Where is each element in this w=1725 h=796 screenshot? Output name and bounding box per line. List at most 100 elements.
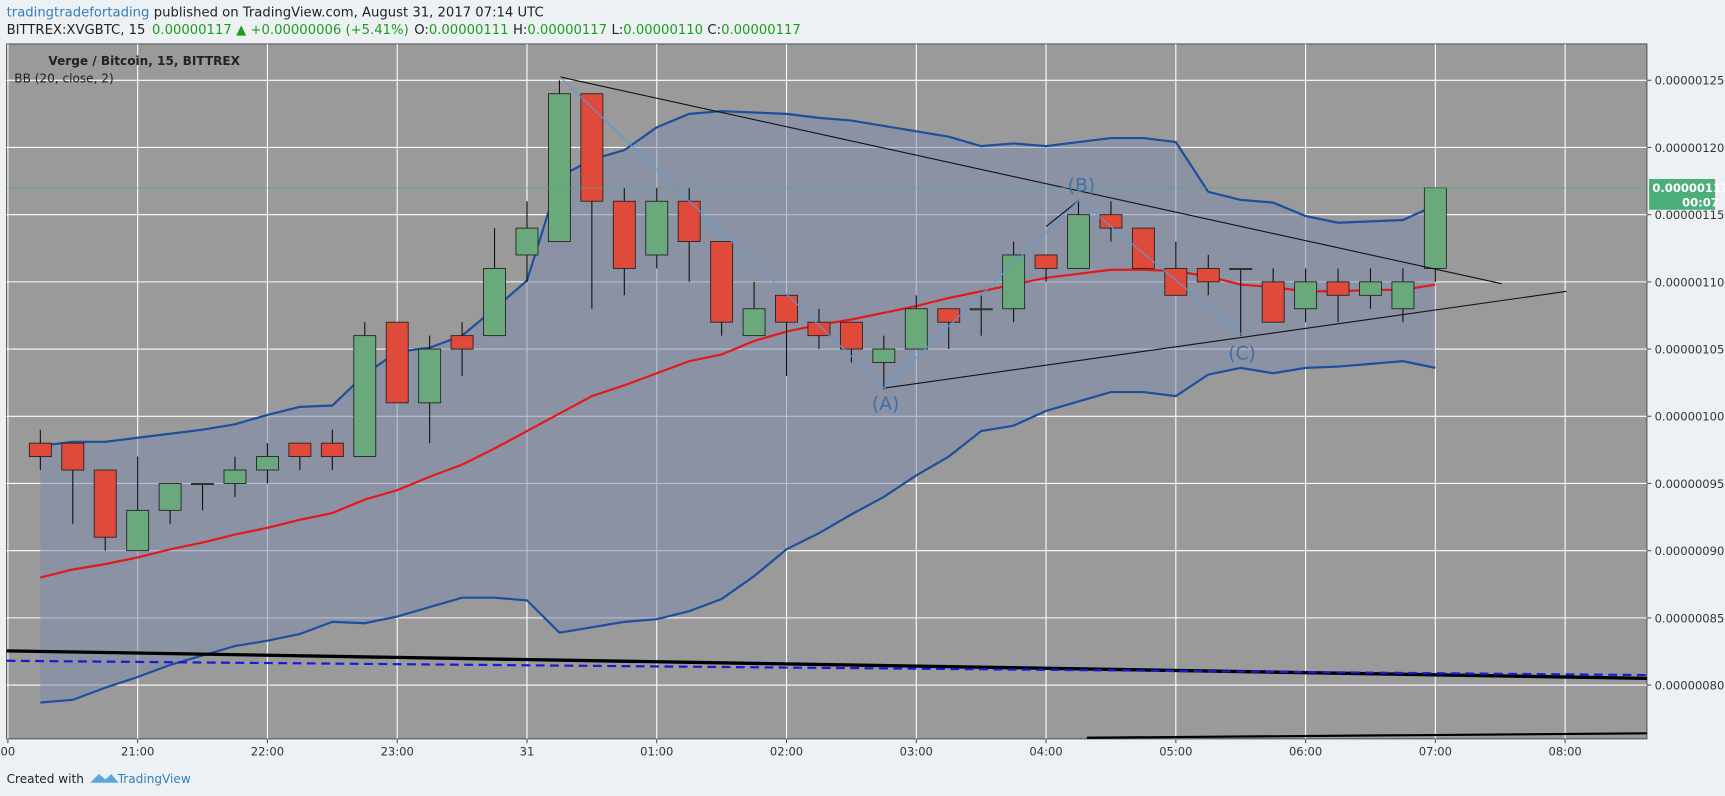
brand-logo xyxy=(90,774,119,783)
candle-body xyxy=(645,200,669,256)
o-label: O: xyxy=(414,23,429,38)
x-tick-label: 04:00 xyxy=(1029,744,1062,758)
candle-body xyxy=(93,469,117,538)
candle-body xyxy=(223,469,247,484)
x-tick-label: 05:00 xyxy=(1159,744,1192,758)
symbol: BITTREX:XVGBTC, 15 xyxy=(7,23,146,38)
x-tick-label: 08:00 xyxy=(1549,744,1582,758)
y-tick-label: 0.00000085 xyxy=(1655,611,1725,625)
candle-body xyxy=(580,93,604,202)
trend-line xyxy=(1086,732,1647,739)
candle-body xyxy=(904,308,928,350)
h-value: 0.00000117 xyxy=(527,23,607,38)
l-value: 0.00000110 xyxy=(623,23,703,38)
o-value: 0.00000111 xyxy=(429,23,509,38)
footer[interactable]: Created with TradingView xyxy=(7,772,191,786)
candles xyxy=(28,80,1447,552)
chart-title: Verge / Bitcoin, 15, BITTREX xyxy=(48,54,240,68)
band-line xyxy=(40,110,1436,447)
last-price-label: 0.00000117 xyxy=(1652,181,1725,195)
published: published on TradingView.com, August 31,… xyxy=(154,5,544,20)
wave-label: (B) xyxy=(1068,175,1095,196)
axes: 0.00000080 0.00000085 0.00000090 0.00000095… xyxy=(1,74,1725,759)
wave-label: (A) xyxy=(872,394,899,415)
x-tick-label: 01:00 xyxy=(640,744,673,758)
candle-body xyxy=(1294,281,1318,310)
header-line: tradingtradefortading published on Tradin… xyxy=(7,5,544,20)
candle-body xyxy=(677,200,701,242)
brand[interactable]: TradingView xyxy=(117,772,191,786)
candle-body xyxy=(1326,281,1350,296)
candle-body xyxy=(450,335,474,350)
x-tick-label: 22:00 xyxy=(251,744,284,758)
candle-body xyxy=(1131,227,1155,269)
x-tick-label: 23:00 xyxy=(381,744,414,758)
y-tick-label: 0.00000115 xyxy=(1655,208,1725,222)
candle-body xyxy=(255,456,279,471)
y-tick-label: 0.00000125 xyxy=(1655,74,1725,88)
change: ▲ +0.00000006 (+5.41%) xyxy=(236,23,409,38)
c-value: 0.00000117 xyxy=(721,23,801,38)
c-label: C: xyxy=(707,23,721,38)
x-tick-label: 31 xyxy=(520,744,535,758)
band-line xyxy=(40,360,1436,704)
wave-line xyxy=(559,76,1242,389)
indicator-label: BB (20, close, 2) xyxy=(14,71,113,85)
candle-body xyxy=(158,483,182,511)
candle-body xyxy=(969,308,993,311)
candle-body xyxy=(807,321,831,337)
candle-body xyxy=(61,442,85,471)
created-with: Created with xyxy=(7,772,84,786)
y-tick-label: 0.00000100 xyxy=(1655,410,1725,424)
candle-body xyxy=(320,442,344,458)
candle-body xyxy=(742,308,766,337)
candle-body xyxy=(775,294,798,323)
drawings: (A) (B) (C) xyxy=(6,76,1647,739)
countdown: 00:07 xyxy=(1682,195,1719,209)
y-tick-label: 0.00000120 xyxy=(1655,141,1725,155)
wave-label: (C) xyxy=(1228,344,1256,365)
trend-line xyxy=(884,290,1567,389)
candle-body xyxy=(1196,267,1220,283)
y-tick-label: 0.00000090 xyxy=(1655,544,1725,558)
candle-body xyxy=(385,321,409,404)
candle-body xyxy=(1099,214,1123,229)
y-tick-label: 0.00000080 xyxy=(1655,678,1725,692)
x-tick-label: 03:00 xyxy=(900,744,933,758)
candle-body xyxy=(1067,214,1090,269)
candle-body xyxy=(288,442,312,458)
l-label: L: xyxy=(611,23,623,38)
candle-body xyxy=(547,93,571,242)
candle-body xyxy=(515,227,539,256)
x-tick-label: 02:00 xyxy=(770,744,803,758)
candle-body xyxy=(1391,281,1415,310)
dashed-line xyxy=(6,659,1647,677)
y-tick-label: 0.00000110 xyxy=(1655,275,1725,289)
x-tick-label: 07:00 xyxy=(1419,744,1452,758)
candle-body xyxy=(1359,281,1382,296)
y-tick-label: 0.00000095 xyxy=(1655,477,1725,491)
candle-body xyxy=(353,335,377,458)
candle-body xyxy=(1229,267,1253,270)
h-label: H: xyxy=(513,23,527,38)
candle-body xyxy=(937,308,961,323)
last-price-box xyxy=(1649,178,1716,210)
last-price: 0.00000117 xyxy=(152,23,232,38)
candle-body xyxy=(126,509,150,552)
x-tick-label: 06:00 xyxy=(1289,744,1322,758)
candle-body xyxy=(1034,254,1058,269)
trend-line xyxy=(1045,199,1080,227)
x-tick-label: 21:00 xyxy=(121,744,154,758)
author[interactable]: tradingtradefortading xyxy=(7,5,150,20)
symbol-line: BITTREX:XVGBTC, 15 0.00000117 ▲ +0.0000000… xyxy=(7,23,801,38)
trend-line xyxy=(559,76,1502,285)
y-tick-label: 0.00000105 xyxy=(1655,342,1725,356)
candle-body xyxy=(1164,267,1188,296)
candle-body xyxy=(710,241,734,323)
candle-body xyxy=(839,321,863,350)
candle-body xyxy=(1423,187,1447,269)
candle-body xyxy=(418,348,442,404)
candle-body xyxy=(483,267,506,337)
